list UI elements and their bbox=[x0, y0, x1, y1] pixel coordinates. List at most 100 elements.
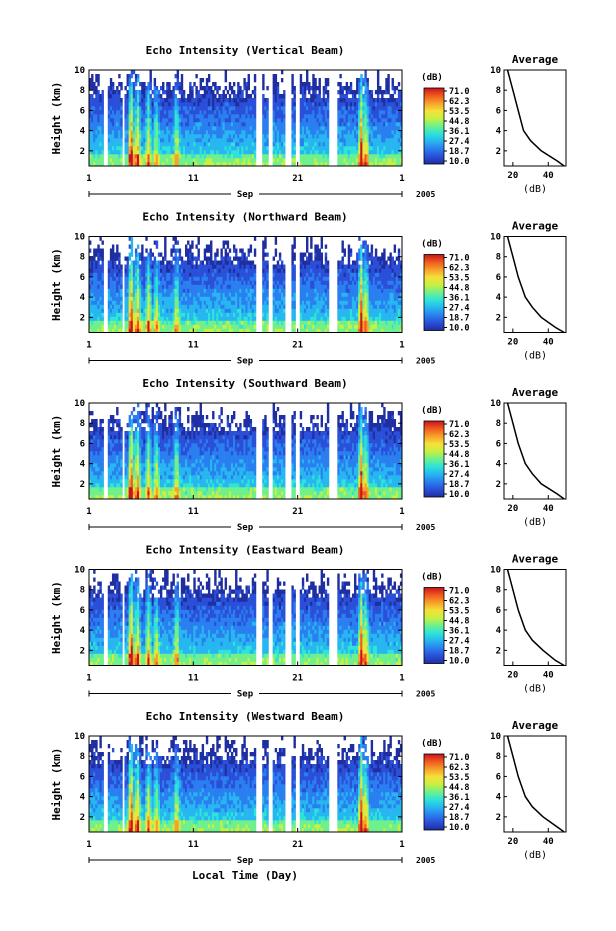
heatmap-cell bbox=[343, 110, 346, 115]
heatmap-cell bbox=[368, 138, 371, 143]
heatmap-cell bbox=[324, 256, 328, 261]
heatmap-cell bbox=[349, 264, 353, 269]
heatmap-cell bbox=[197, 158, 200, 163]
heatmap-cell bbox=[153, 256, 157, 261]
heatmap-cell bbox=[118, 158, 121, 163]
heatmap-cell bbox=[239, 150, 242, 155]
heatmap-cell bbox=[176, 260, 180, 265]
heatmap-cell bbox=[189, 114, 192, 119]
heatmap-cell bbox=[232, 328, 236, 333]
heatmap-cell bbox=[189, 268, 192, 273]
heatmap-cell bbox=[168, 138, 171, 143]
heatmap-cell bbox=[182, 98, 186, 103]
heatmap-cell bbox=[341, 134, 344, 139]
heatmap-cell bbox=[155, 244, 159, 249]
heatmap-cell bbox=[107, 158, 111, 163]
heatmap-cell bbox=[162, 280, 165, 285]
heatmap-cell bbox=[318, 114, 321, 119]
heatmap-cell bbox=[203, 146, 207, 151]
heatmap-cell bbox=[291, 300, 294, 305]
heatmap-cell bbox=[376, 118, 380, 123]
heatmap-cell bbox=[212, 118, 215, 123]
heatmap-cell bbox=[245, 284, 248, 289]
heatmap-cell bbox=[301, 272, 305, 277]
heatmap-cell bbox=[109, 134, 113, 139]
heatmap-cell bbox=[345, 142, 349, 147]
heatmap-cell bbox=[387, 90, 390, 95]
heatmap-cell bbox=[291, 248, 294, 253]
heatmap-cell bbox=[130, 320, 134, 325]
heatmap-cell bbox=[354, 102, 357, 107]
heatmap-cell bbox=[89, 308, 92, 313]
heatmap-cell bbox=[199, 264, 202, 269]
heatmap-cell bbox=[343, 304, 346, 309]
heatmap-cell bbox=[230, 90, 234, 95]
heatmap-cell bbox=[143, 260, 146, 265]
heatmap-cell bbox=[276, 296, 280, 301]
heatmap-cell bbox=[216, 114, 219, 119]
heatmap-cell bbox=[272, 122, 276, 127]
heatmap-cell bbox=[243, 312, 246, 317]
heatmap-cell bbox=[174, 308, 177, 313]
heatmap-cell bbox=[145, 260, 148, 265]
heatmap-cell bbox=[326, 142, 330, 147]
heatmap-cell bbox=[153, 284, 157, 289]
heatmap-cell bbox=[214, 316, 217, 321]
heatmap-cell bbox=[195, 244, 198, 249]
heatmap-cell bbox=[280, 114, 284, 119]
heatmap-cell bbox=[130, 280, 134, 285]
heatmap-cell bbox=[222, 158, 225, 163]
heatmap-cell bbox=[362, 150, 365, 155]
heatmap-cell bbox=[120, 106, 123, 111]
heatmap-cell bbox=[356, 308, 359, 313]
heatmap-cell bbox=[354, 98, 357, 103]
heatmap-cell bbox=[120, 98, 123, 103]
heatmap-cell bbox=[310, 284, 313, 289]
heatmap-cell bbox=[303, 252, 307, 257]
heatmap-cell bbox=[274, 272, 278, 277]
heatmap-cell bbox=[99, 114, 102, 119]
heatmap-cell bbox=[318, 284, 321, 289]
heatmap-cell bbox=[314, 280, 317, 285]
heatmap-cell bbox=[347, 118, 351, 123]
heatmap-cell bbox=[251, 304, 255, 309]
heatmap-cell bbox=[222, 138, 225, 143]
heatmap-cell bbox=[91, 94, 94, 99]
heatmap-cell bbox=[314, 158, 317, 163]
heatmap-cell bbox=[235, 312, 238, 317]
heatmap-cell bbox=[139, 158, 142, 163]
heatmap-cell bbox=[303, 162, 307, 167]
heatmap-cell bbox=[301, 320, 305, 325]
heatmap-cell bbox=[354, 288, 357, 293]
heatmap-cell bbox=[262, 292, 265, 297]
heatmap-cell bbox=[157, 284, 161, 289]
heatmap-cell bbox=[274, 312, 278, 317]
heatmap-cell bbox=[320, 256, 324, 261]
heatmap-cell bbox=[226, 138, 230, 143]
heatmap-cell bbox=[320, 114, 324, 119]
heatmap-cell bbox=[95, 324, 98, 329]
heatmap-cell bbox=[168, 82, 171, 87]
heatmap-cell bbox=[162, 284, 165, 289]
heatmap-cell bbox=[184, 252, 188, 257]
heatmap-cell bbox=[143, 130, 146, 135]
heatmap-cell bbox=[368, 106, 371, 111]
heatmap-cell bbox=[245, 106, 248, 111]
heatmap-cell bbox=[249, 264, 253, 269]
heatmap-cell bbox=[139, 268, 142, 273]
heatmap-cell bbox=[347, 328, 351, 333]
heatmap-cell bbox=[235, 138, 238, 143]
heatmap-cell bbox=[182, 280, 186, 285]
heatmap-cell bbox=[174, 292, 177, 297]
heatmap-cell bbox=[203, 320, 207, 325]
heatmap-cell bbox=[339, 138, 342, 143]
heatmap-cell bbox=[197, 118, 200, 123]
heatmap-cell bbox=[278, 118, 282, 123]
heatmap-cell bbox=[274, 162, 278, 167]
heatmap-cell bbox=[272, 126, 276, 131]
heatmap-cell bbox=[187, 280, 190, 285]
heatmap-cell bbox=[339, 82, 342, 87]
heatmap-cell bbox=[247, 304, 250, 309]
heatmap-cell bbox=[159, 276, 163, 281]
heatmap-cell bbox=[128, 98, 132, 103]
